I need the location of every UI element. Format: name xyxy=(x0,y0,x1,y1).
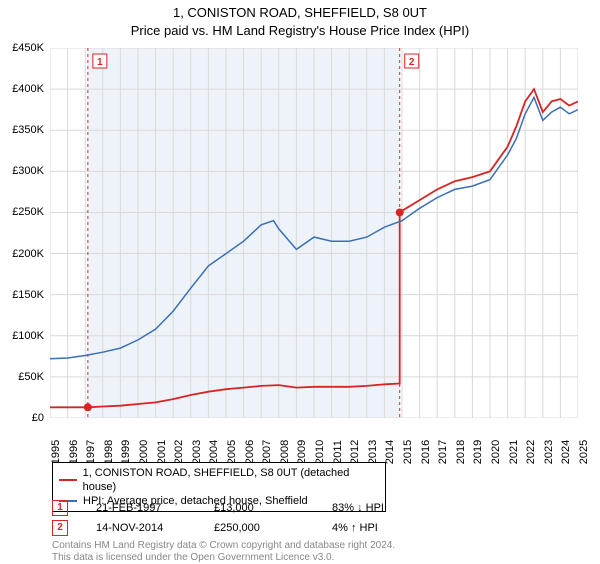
y-axis-labels: £0£50K£100K£150K£200K£250K£300K£350K£400… xyxy=(0,48,50,418)
x-tick-label: 2011 xyxy=(332,440,344,464)
legend-row: 1, CONISTON ROAD, SHEFFIELD, S8 0UT (det… xyxy=(59,466,379,494)
y-tick-label: £50K xyxy=(18,371,44,383)
x-tick-label: 2017 xyxy=(437,440,449,464)
x-tick-label: 1998 xyxy=(103,440,115,464)
svg-text:1: 1 xyxy=(97,57,103,68)
y-tick-label: £350K xyxy=(12,124,44,136)
x-tick-label: 2023 xyxy=(543,440,555,464)
sale-delta: 4% ↑ HPI xyxy=(332,522,422,534)
y-tick-label: £0 xyxy=(32,412,44,424)
chart-container: 1, CONISTON ROAD, SHEFFIELD, S8 0UT Pric… xyxy=(0,0,600,560)
x-tick-label: 2002 xyxy=(173,440,185,464)
footer-line: This data is licensed under the Open Gov… xyxy=(52,552,395,564)
x-tick-label: 2009 xyxy=(296,440,308,464)
x-tick-label: 2007 xyxy=(261,440,273,464)
x-tick-label: 2022 xyxy=(525,440,537,464)
y-tick-label: £200K xyxy=(12,248,44,260)
x-tick-label: 2024 xyxy=(560,440,572,464)
x-tick-label: 2004 xyxy=(208,440,220,464)
sale-price: £250,000 xyxy=(214,522,304,534)
x-tick-label: 1999 xyxy=(120,440,132,464)
x-tick-label: 2001 xyxy=(156,440,168,464)
svg-text:2: 2 xyxy=(409,57,415,68)
sale-price: £13,000 xyxy=(214,502,304,514)
title-block: 1, CONISTON ROAD, SHEFFIELD, S8 0UT Pric… xyxy=(0,0,600,40)
title-subtitle: Price paid vs. HM Land Registry's House … xyxy=(0,22,600,40)
y-tick-label: £250K xyxy=(12,206,44,218)
chart-svg: 12 xyxy=(50,48,578,418)
chart-area: 12 xyxy=(50,48,578,418)
x-tick-label: 2019 xyxy=(472,440,484,464)
x-tick-label: 2018 xyxy=(455,440,467,464)
footer-line: Contains HM Land Registry data © Crown c… xyxy=(52,540,395,552)
y-tick-label: £450K xyxy=(12,42,44,54)
x-tick-label: 2003 xyxy=(191,440,203,464)
y-tick-label: £400K xyxy=(12,83,44,95)
sale-delta: 83% ↓ HPI xyxy=(332,502,422,514)
y-tick-label: £100K xyxy=(12,330,44,342)
x-tick-label: 1996 xyxy=(68,440,80,464)
sale-row: 1 21-FEB-1997 £13,000 83% ↓ HPI xyxy=(52,500,422,516)
x-tick-label: 2006 xyxy=(244,440,256,464)
x-tick-label: 2005 xyxy=(226,440,238,464)
y-tick-label: £300K xyxy=(12,165,44,177)
x-tick-label: 2014 xyxy=(384,440,396,464)
legend-swatch xyxy=(59,479,77,481)
footer: Contains HM Land Registry data © Crown c… xyxy=(52,540,395,564)
sale-row: 2 14-NOV-2014 £250,000 4% ↑ HPI xyxy=(52,520,422,536)
sale-date: 14-NOV-2014 xyxy=(96,522,186,534)
sale-marker-box: 1 xyxy=(52,500,68,516)
x-tick-label: 2008 xyxy=(279,440,291,464)
x-tick-label: 2013 xyxy=(367,440,379,464)
sale-marker-box: 2 xyxy=(52,520,68,536)
legend-label: 1, CONISTON ROAD, SHEFFIELD, S8 0UT (det… xyxy=(83,466,379,494)
title-address: 1, CONISTON ROAD, SHEFFIELD, S8 0UT xyxy=(0,4,600,22)
x-tick-label: 2025 xyxy=(578,440,590,464)
x-tick-label: 2021 xyxy=(508,440,520,464)
x-tick-label: 2020 xyxy=(490,440,502,464)
x-tick-label: 1995 xyxy=(50,440,62,464)
y-tick-label: £150K xyxy=(12,289,44,301)
x-tick-label: 2000 xyxy=(138,440,150,464)
x-tick-label: 2015 xyxy=(402,440,414,464)
x-tick-label: 2010 xyxy=(314,440,326,464)
x-tick-label: 2016 xyxy=(420,440,432,464)
x-tick-label: 2012 xyxy=(349,440,361,464)
x-axis-labels: 1995199619971998199920002001200220032004… xyxy=(50,420,578,460)
sale-date: 21-FEB-1997 xyxy=(96,502,186,514)
x-tick-label: 1997 xyxy=(85,440,97,464)
